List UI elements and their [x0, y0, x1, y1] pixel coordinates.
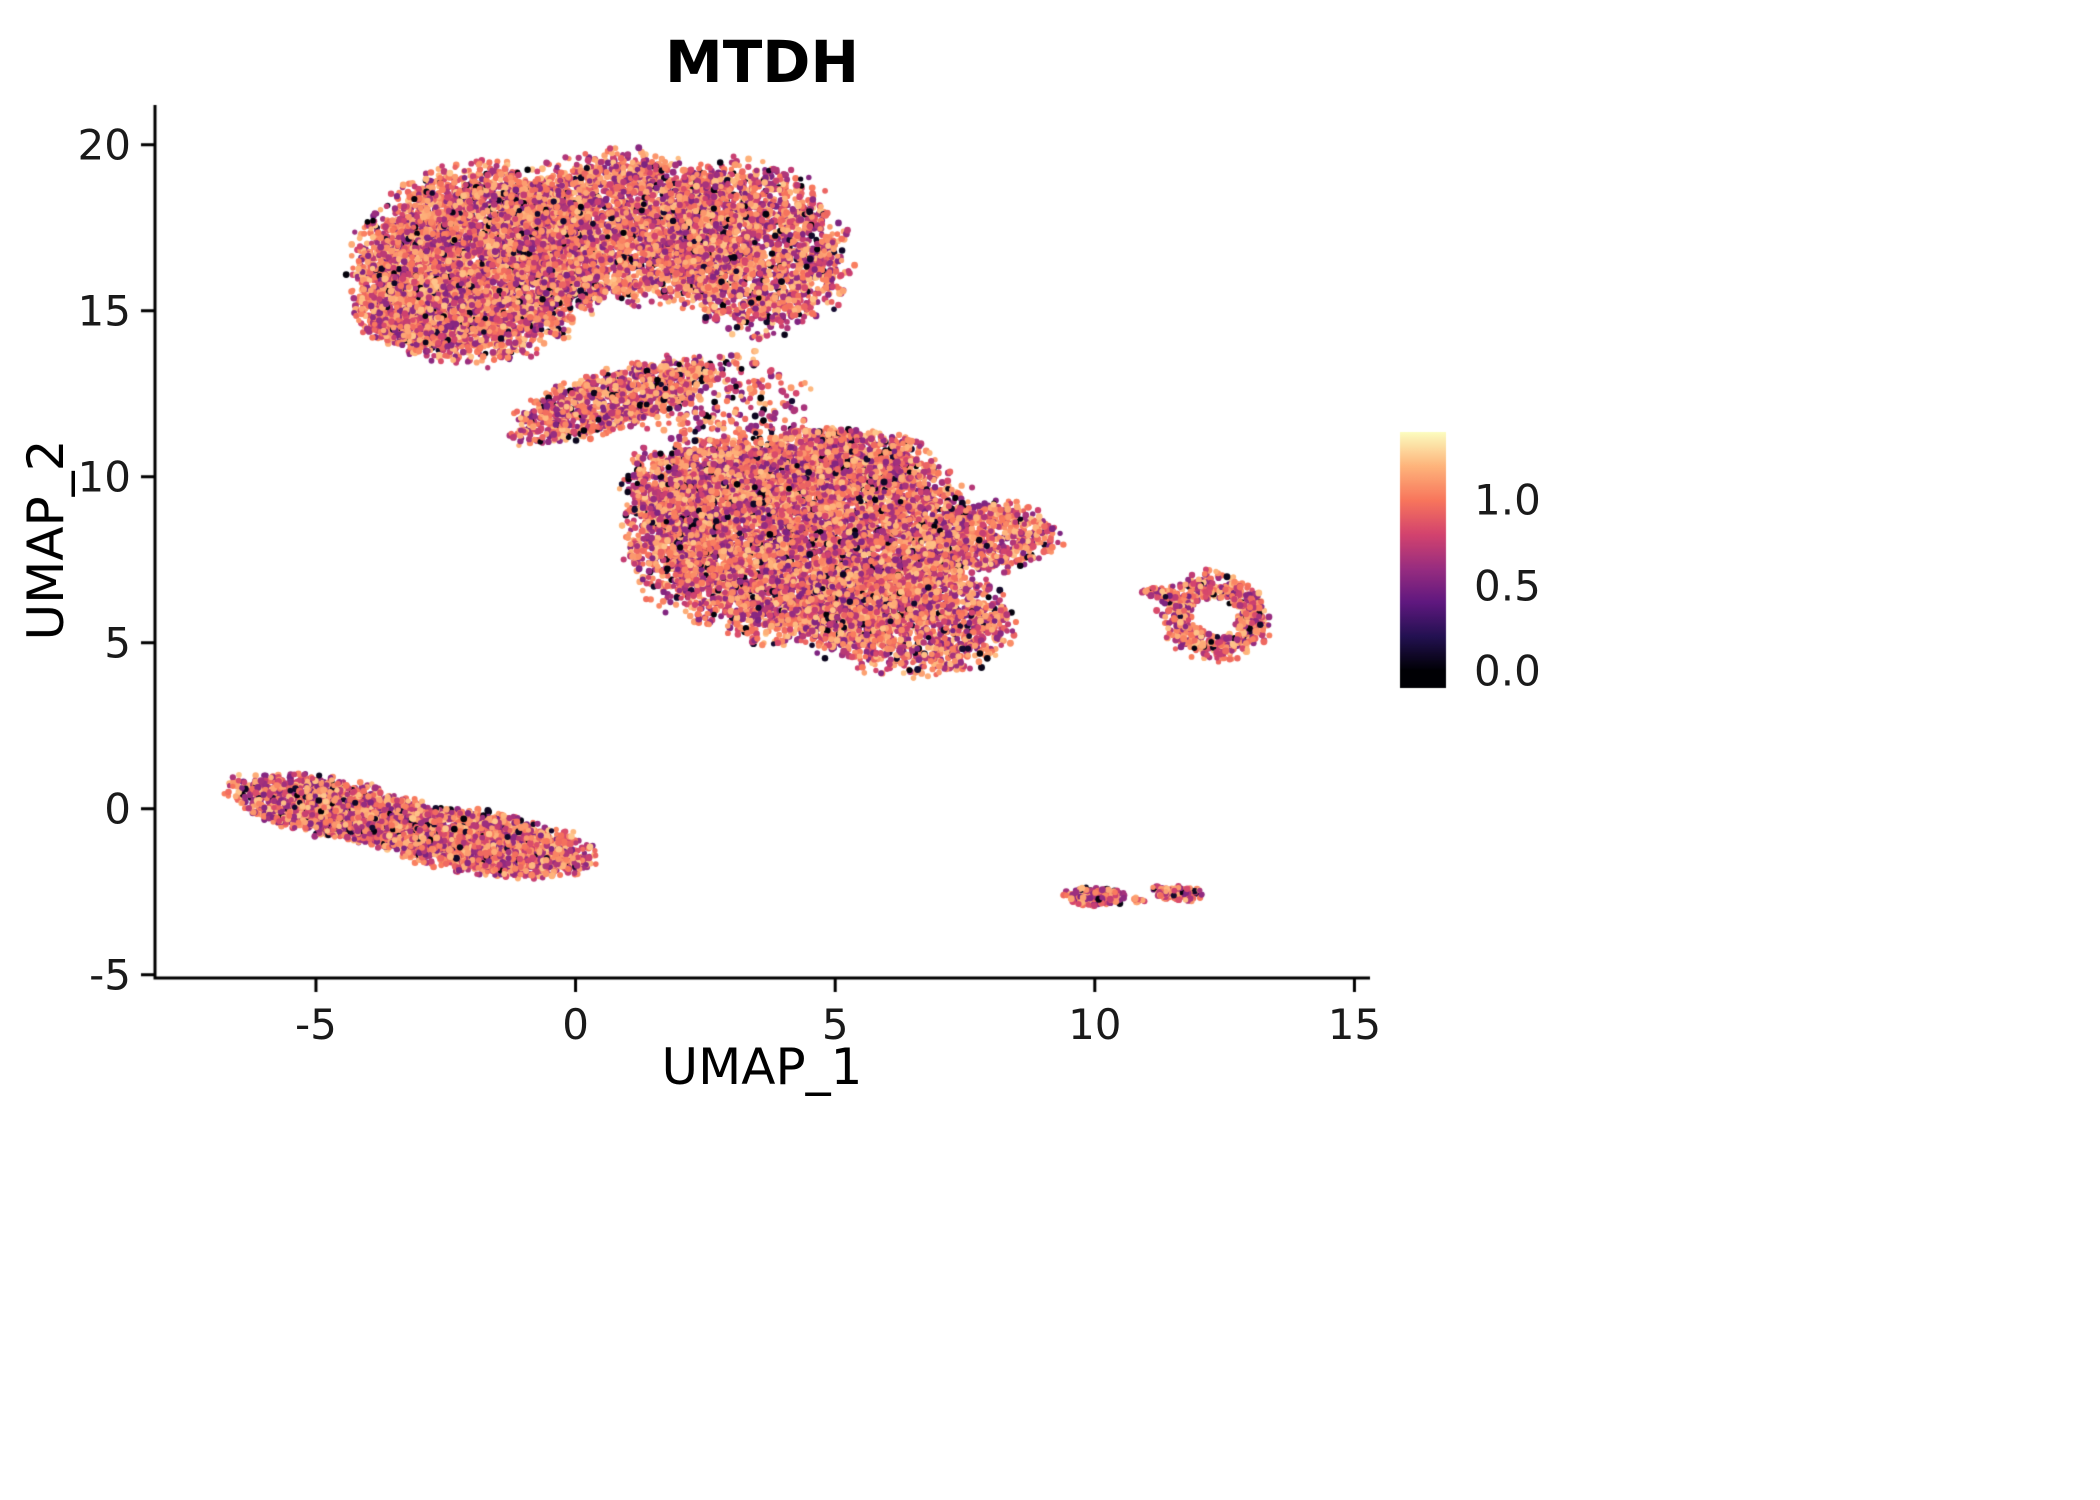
- colorbar-tick-label: 0.5: [1474, 561, 1541, 611]
- y-axis-label: UMAP_2: [17, 439, 75, 641]
- x-tick-label: 10: [1068, 1000, 1122, 1049]
- y-tick-label: 5: [104, 618, 131, 668]
- x-tick-label: 0: [562, 1000, 589, 1049]
- x-axis-label: UMAP_1: [661, 1038, 863, 1096]
- y-tick-label: 10: [77, 452, 131, 502]
- colorbar-tick-label: 0.0: [1474, 646, 1541, 696]
- y-tick-label: 15: [77, 286, 131, 336]
- plot-title: MTDH: [665, 28, 859, 96]
- y-tick-label: 20: [77, 120, 131, 170]
- colorbar-tick-label: 1.0: [1474, 475, 1541, 525]
- x-tick-label: -5: [295, 1000, 337, 1049]
- x-tick-label: 5: [821, 1000, 849, 1049]
- y-tick-label: -5: [89, 950, 131, 1000]
- y-tick-label: 0: [104, 784, 131, 834]
- x-tick-label: 15: [1327, 1000, 1382, 1049]
